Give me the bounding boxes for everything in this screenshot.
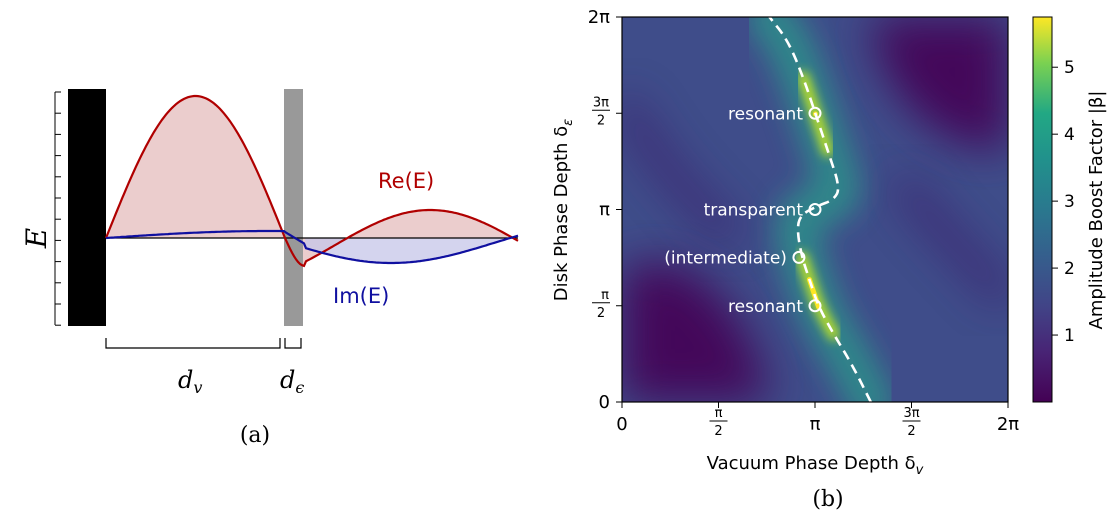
dv-bracket	[105, 338, 281, 349]
x-tick-label-den: 2	[714, 424, 722, 439]
colorbar	[1032, 16, 1053, 403]
annotation-marker	[792, 250, 806, 264]
re-field-label: Re(E)	[378, 169, 434, 193]
y-tick-label: 2π	[588, 7, 610, 28]
panel-a-y-ticks	[55, 91, 61, 326]
re-field-curve	[104, 94, 519, 268]
annotation-label: (intermediate)	[664, 248, 787, 268]
x-tick-label: 0	[616, 414, 627, 435]
de-label: dϵ	[280, 366, 304, 397]
x-tick-label: 2π	[997, 414, 1019, 435]
colorbar-ticks: 1 2 3 4 5	[1052, 58, 1075, 346]
annotation-label: resonant	[728, 297, 803, 317]
dark-region-lower-left	[622, 262, 770, 402]
colorbar-label: Amplitude Boost Factor |β|	[1086, 91, 1107, 330]
annotation-marker	[808, 106, 822, 120]
y-tick-label-den: 2	[597, 113, 605, 128]
panel-a-y-symbol: E	[20, 228, 53, 249]
y-tick-label: π	[601, 288, 609, 303]
dv-label: dv	[178, 366, 202, 397]
dark-region-upper-right	[870, 17, 1008, 150]
x-tick-label: 3π	[903, 406, 919, 421]
annotations: resonant transparent (intermediate) resonan…	[664, 104, 822, 317]
heatmap-image	[622, 17, 1008, 402]
colorbar-tick-label: 4	[1064, 125, 1075, 145]
de-bracket	[284, 338, 302, 349]
panel-b-caption: (b)	[812, 487, 843, 512]
y-tick-label: 3π	[593, 95, 609, 110]
panel-a-cavity-diagram: E Re(E) Im(E) dv dϵ (a)	[20, 89, 519, 448]
dark-region-right-mid	[892, 173, 1008, 307]
im-field-label: Im(E)	[333, 284, 389, 308]
y-tick-label: π	[599, 200, 610, 221]
colorbar-tick-label: 1	[1064, 326, 1075, 346]
annotation-label: transparent	[704, 201, 804, 221]
annotation-marker	[808, 203, 822, 216]
annotation-marker	[808, 299, 822, 313]
panel-b-heatmap: resonant transparent (intermediate) resonan…	[551, 7, 1107, 512]
x-axis-label: Vacuum Phase Depth δv	[707, 453, 924, 478]
re-field-fill	[106, 96, 518, 266]
dielectric-disk	[284, 89, 303, 326]
im-field-fill	[305, 235, 518, 263]
im-field-curve	[105, 229, 519, 265]
y-axis-label: Disk Phase Depth δε	[551, 119, 576, 301]
colorbar-tick-label: 2	[1064, 259, 1075, 279]
y-tick-label: 0	[599, 392, 610, 413]
annotation-label: resonant	[728, 104, 803, 124]
x-tick-label-den: 2	[907, 424, 915, 439]
colorbar-tick-label: 3	[1064, 192, 1075, 212]
x-tick-label: π	[715, 406, 723, 421]
panel-a-caption: (a)	[240, 423, 270, 448]
dark-region-left-mid	[622, 95, 743, 248]
x-tick-label: π	[810, 414, 821, 435]
y-tick-label-den: 2	[597, 306, 605, 321]
colorbar-tick-label: 5	[1064, 58, 1075, 78]
mirror-block	[68, 89, 106, 326]
